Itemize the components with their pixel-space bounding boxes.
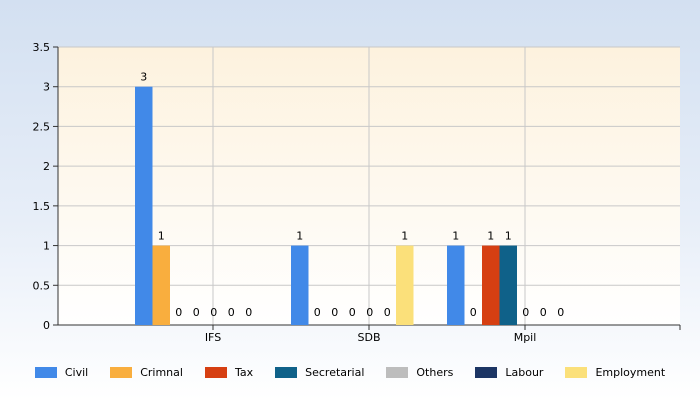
- legend-item[interactable]: Employment: [565, 366, 665, 379]
- bar: [447, 245, 465, 325]
- legend-item[interactable]: Others: [386, 366, 453, 379]
- legend-label: Civil: [64, 366, 89, 379]
- legend-swatch: [565, 367, 588, 378]
- y-tick-label: 2: [43, 160, 50, 173]
- data-label: 1: [401, 230, 408, 243]
- legend-item[interactable]: Secretarial: [275, 366, 364, 379]
- legend-label: Crimnal: [140, 366, 183, 379]
- data-label: 1: [505, 230, 512, 243]
- y-tick-label: 3.5: [33, 41, 51, 54]
- y-tick-label: 0: [43, 319, 50, 332]
- legend-item[interactable]: Civil: [34, 366, 89, 379]
- legend-swatch: [275, 367, 298, 378]
- x-tick-label: SDB: [358, 331, 381, 344]
- legend-item[interactable]: Crimnal: [110, 366, 183, 379]
- bar: [152, 245, 170, 325]
- bar: [499, 245, 517, 325]
- legend-swatch: [110, 367, 133, 378]
- legend-label: Tax: [234, 366, 254, 379]
- data-label: 1: [487, 230, 494, 243]
- data-label: 3: [140, 71, 147, 84]
- data-label: 0: [384, 306, 391, 319]
- bar: [396, 245, 414, 325]
- data-label: 0: [314, 306, 321, 319]
- legend-label: Employment: [595, 366, 666, 379]
- data-label: 0: [349, 306, 356, 319]
- data-label: 0: [522, 306, 529, 319]
- legend-swatch: [34, 367, 57, 378]
- y-tick-label: 1.5: [33, 200, 51, 213]
- data-label: 1: [296, 230, 303, 243]
- data-label: 0: [193, 306, 200, 319]
- bar: [291, 245, 309, 325]
- chart-legend: Civil Crimnal Tax Secretarial Others Labour Em…: [0, 366, 700, 379]
- y-tick-label: 2.5: [33, 120, 51, 133]
- legend-swatch: [204, 367, 227, 378]
- legend-label: Secretarial: [305, 366, 365, 379]
- bar: [482, 245, 500, 325]
- data-label: 1: [158, 230, 165, 243]
- legend-swatch: [386, 367, 409, 378]
- bar: [135, 86, 153, 325]
- data-label: 0: [366, 306, 373, 319]
- legend-swatch: [475, 367, 498, 378]
- data-label: 0: [175, 306, 182, 319]
- data-label: 0: [470, 306, 477, 319]
- x-tick-label: IFS: [205, 331, 221, 344]
- legend-item[interactable]: Tax: [204, 366, 254, 379]
- y-tick-label: 1: [43, 240, 50, 253]
- data-label: 0: [557, 306, 564, 319]
- y-tick-label: 3: [43, 81, 50, 94]
- legend-label: Others: [416, 366, 454, 379]
- legend-item[interactable]: Labour: [475, 366, 543, 379]
- data-label: 0: [228, 306, 235, 319]
- data-label: 0: [331, 306, 338, 319]
- data-label: 0: [210, 306, 217, 319]
- legend-label: Labour: [505, 366, 544, 379]
- x-tick-label: Mpil: [514, 331, 537, 344]
- data-label: 1: [452, 230, 459, 243]
- y-tick-label: 0.5: [33, 279, 51, 292]
- data-label: 0: [245, 306, 252, 319]
- data-label: 0: [540, 306, 547, 319]
